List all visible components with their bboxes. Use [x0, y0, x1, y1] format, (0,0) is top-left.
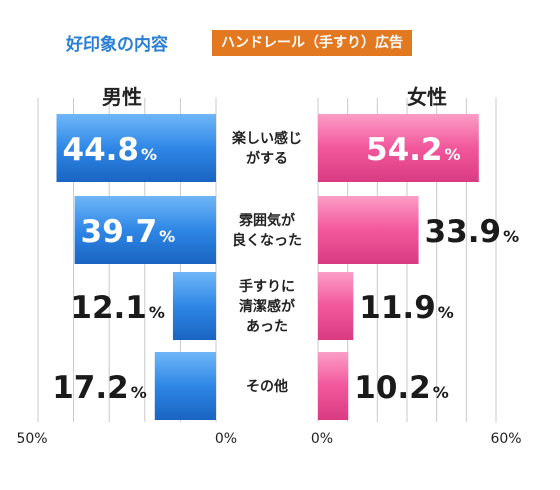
female-bar: [318, 352, 349, 420]
male-series-label: 男性: [102, 85, 142, 109]
female-bar: [318, 114, 479, 182]
male-value-label: 12.1%: [70, 290, 165, 326]
male-value-label: 44.8%: [63, 132, 158, 168]
female-value-label: 11.9%: [359, 290, 454, 326]
female-axis-max-label: 60%: [490, 431, 521, 447]
category-label: がする: [246, 150, 288, 167]
male-bar: [56, 114, 217, 182]
category-label: 楽しい感じ: [231, 130, 302, 147]
female-value-label: 33.9%: [425, 214, 520, 250]
category-label: その他: [246, 378, 288, 395]
male-axis-zero-label: 0%: [215, 431, 237, 447]
category-label: 良くなった: [232, 232, 302, 249]
female-bar: [318, 272, 354, 340]
male-bar: [172, 272, 216, 340]
category-label: 清潔感が: [239, 298, 296, 315]
category-label: 手すりに: [239, 278, 295, 295]
category-label: 雰囲気が: [239, 212, 296, 229]
chart-title: 好印象の内容: [66, 35, 168, 55]
female-value-label: 54.2%: [366, 132, 461, 168]
male-bar: [154, 352, 216, 420]
male-axis-max-label: 50%: [16, 431, 47, 447]
female-bar: [318, 196, 419, 264]
ad-type-badge: ハンドレール（手すり）広告: [212, 30, 412, 56]
male-value-label: 39.7%: [81, 214, 176, 250]
female-value-label: 10.2%: [354, 370, 449, 406]
female-axis-zero-label: 0%: [311, 431, 333, 447]
female-series-label: 女性: [407, 85, 447, 109]
male-bar: [74, 196, 216, 264]
male-value-label: 17.2%: [52, 370, 147, 406]
category-label: あった: [246, 319, 288, 335]
